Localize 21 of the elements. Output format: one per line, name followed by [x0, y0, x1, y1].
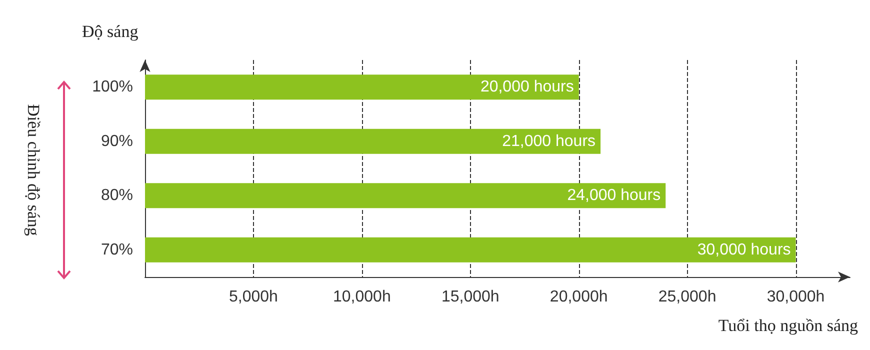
x-tick-label: 20,000h [550, 288, 608, 306]
x-tick-label: 15,000h [441, 288, 500, 306]
bar [145, 183, 666, 208]
bar [145, 128, 601, 154]
x-axis-title: Tuổi thọ nguồn sáng [718, 316, 858, 336]
text: Điều chỉnh độ sáng [23, 104, 43, 236]
bar [145, 74, 579, 100]
x-tick-label: 10,000h [333, 288, 391, 306]
bar [145, 237, 796, 262]
x-tick-label: 5,000h [228, 288, 278, 306]
y-axis-title: Độ sáng [82, 22, 138, 42]
data-label: 30,000 hours [697, 241, 791, 258]
x-tick-label: 25,000h [658, 288, 716, 306]
data-label: 24,000 hours [567, 187, 661, 204]
y-tick-label: 80% [100, 187, 133, 204]
y-tick-label: 70% [100, 241, 133, 258]
y-tick-label: 100% [92, 78, 133, 96]
x-tick-label: 30,000h [766, 288, 825, 306]
data-label: 20,000 hours [480, 78, 574, 96]
data-label: 21,000 hours [502, 132, 596, 150]
y-tick-label: 90% [100, 132, 133, 150]
